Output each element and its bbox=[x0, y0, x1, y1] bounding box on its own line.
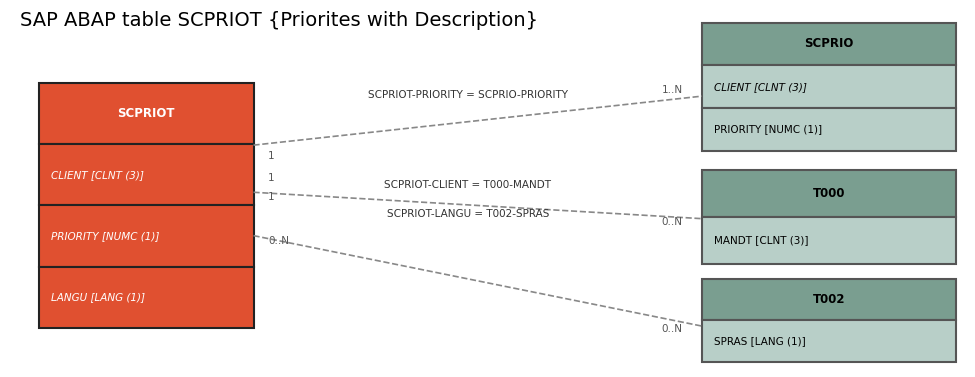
Text: 1..N: 1..N bbox=[661, 85, 682, 95]
Text: CLIENT [CLNT (3)]: CLIENT [CLNT (3)] bbox=[714, 82, 806, 92]
Text: 1: 1 bbox=[268, 173, 275, 183]
Text: SCPRIOT-CLIENT = T000-MANDT: SCPRIOT-CLIENT = T000-MANDT bbox=[384, 180, 552, 190]
Text: SCPRIOT-PRIORITY = SCPRIO-PRIORITY: SCPRIOT-PRIORITY = SCPRIO-PRIORITY bbox=[368, 90, 568, 100]
Text: MANDT [CLNT (3)]: MANDT [CLNT (3)] bbox=[714, 235, 808, 245]
Text: SCPRIOT: SCPRIOT bbox=[118, 107, 175, 120]
Text: SCPRIOT-LANGU = T002-SPRAS: SCPRIOT-LANGU = T002-SPRAS bbox=[387, 209, 549, 219]
Bar bbox=[702, 279, 956, 320]
Bar bbox=[39, 144, 254, 205]
Text: T000: T000 bbox=[812, 187, 845, 200]
Text: SPRAS [LANG (1)]: SPRAS [LANG (1)] bbox=[714, 336, 805, 346]
Text: 0..N: 0..N bbox=[661, 217, 682, 227]
Bar bbox=[39, 267, 254, 328]
Text: CLIENT [CLNT (3)]: CLIENT [CLNT (3)] bbox=[51, 170, 143, 180]
Text: SAP ABAP table SCPRIOT {Priorites with Description}: SAP ABAP table SCPRIOT {Priorites with D… bbox=[20, 11, 537, 30]
Text: 0..N: 0..N bbox=[268, 236, 290, 246]
Bar bbox=[702, 320, 956, 362]
Text: SCPRIO: SCPRIO bbox=[804, 37, 853, 51]
Text: LANGU [LANG (1)]: LANGU [LANG (1)] bbox=[51, 292, 144, 302]
Bar bbox=[39, 205, 254, 267]
Text: T002: T002 bbox=[812, 293, 845, 306]
Text: 0..N: 0..N bbox=[661, 324, 682, 334]
Bar bbox=[702, 23, 956, 65]
Text: 1: 1 bbox=[268, 192, 275, 202]
Bar bbox=[702, 217, 956, 264]
Bar bbox=[702, 108, 956, 151]
Bar bbox=[702, 170, 956, 217]
Bar bbox=[702, 65, 956, 108]
Bar bbox=[39, 83, 254, 144]
Text: 1: 1 bbox=[268, 151, 275, 161]
Text: PRIORITY [NUMC (1)]: PRIORITY [NUMC (1)] bbox=[714, 124, 822, 135]
Text: PRIORITY [NUMC (1)]: PRIORITY [NUMC (1)] bbox=[51, 231, 159, 241]
